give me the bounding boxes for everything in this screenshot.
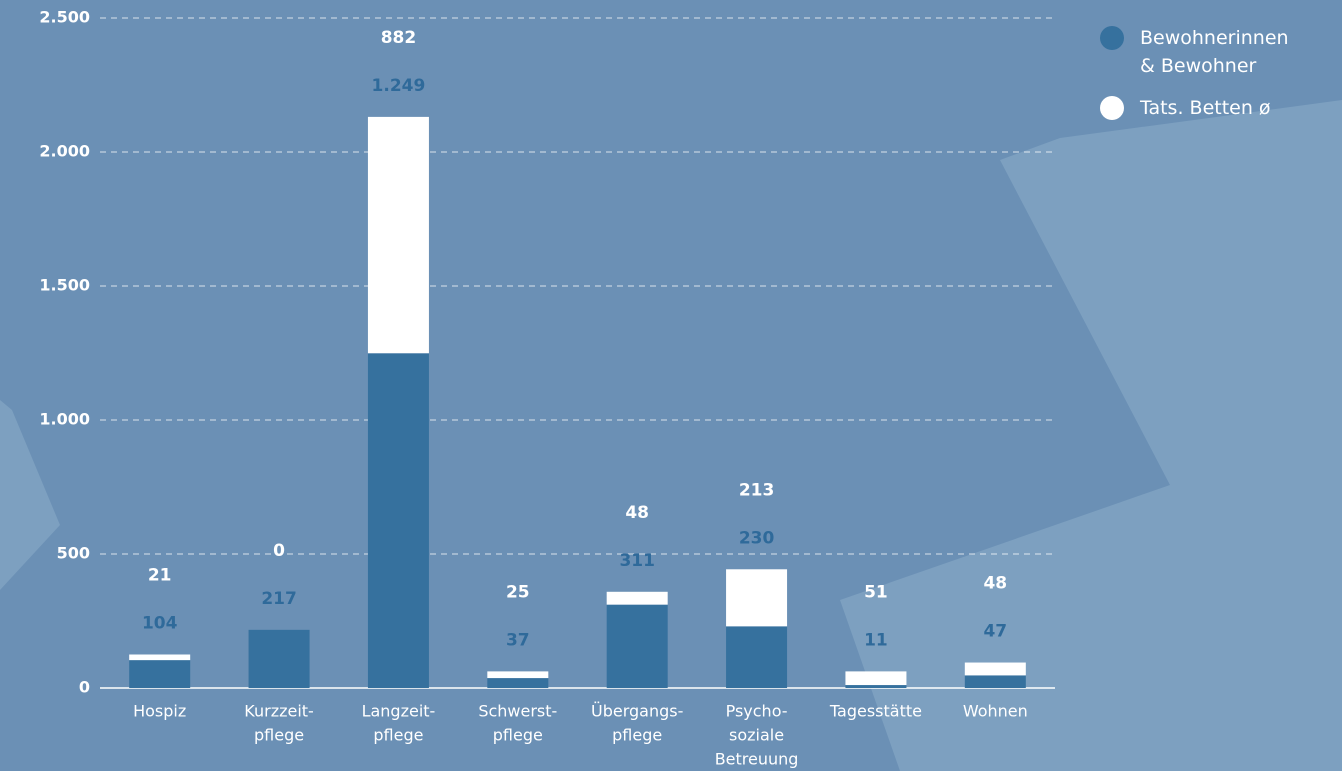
value-label: 25: [506, 582, 530, 602]
value-label: 217: [261, 589, 297, 609]
bar-segment: [606, 591, 668, 605]
legend-swatch: [1100, 26, 1124, 50]
value-label: 882: [381, 28, 417, 48]
background-shape: [840, 100, 1342, 771]
bar-segment: [964, 662, 1026, 676]
x-tick-label: Tagesstätte: [829, 702, 922, 721]
y-tick-label: 2.000: [39, 142, 90, 161]
x-tick-label: Langzeit-: [362, 702, 436, 721]
value-label: 48: [625, 503, 649, 523]
bar-segment: [845, 671, 907, 686]
value-label: 47: [983, 622, 1007, 642]
y-tick-label: 1.500: [39, 276, 90, 295]
x-tick-label: soziale: [729, 726, 784, 745]
bar-segment: [726, 626, 788, 688]
x-tick-label: Wohnen: [963, 702, 1028, 721]
legend: Bewohnerinnen & Bewohner Tats. Betten ø: [1100, 24, 1289, 136]
x-tick-label: Schwerst-: [478, 702, 557, 721]
bar-segment: [129, 660, 191, 688]
value-label: 230: [739, 528, 775, 548]
value-label: 51: [864, 582, 888, 602]
value-label: 213: [739, 480, 775, 500]
legend-label: Tats. Betten ø: [1140, 97, 1271, 119]
y-tick-label: 0: [79, 678, 90, 697]
y-tick-label: 500: [57, 544, 90, 563]
x-tick-label: Übergangs-: [591, 702, 683, 721]
value-label: 21: [148, 566, 172, 586]
x-tick-label: Kurzzeit-: [244, 702, 314, 721]
bar-segment: [248, 629, 310, 688]
bar-segment: [964, 675, 1026, 688]
value-label: 311: [619, 551, 655, 571]
bar-segment: [726, 569, 788, 627]
value-label: 37: [506, 630, 530, 650]
legend-item: Bewohnerinnen & Bewohner: [1100, 24, 1289, 80]
value-label: 104: [142, 614, 178, 634]
value-label: 0: [273, 541, 285, 561]
bar-segment: [487, 678, 549, 688]
legend-swatch: [1100, 96, 1124, 120]
bar-segment: [845, 685, 907, 688]
bar-segment: [606, 604, 668, 688]
value-label: 1.249: [372, 76, 426, 96]
legend-label: Bewohnerinnen & Bewohner: [1140, 27, 1289, 77]
x-tick-label: pflege: [612, 726, 662, 745]
bar-segment: [487, 671, 549, 679]
x-tick-label: pflege: [493, 726, 543, 745]
value-label: 11: [864, 630, 888, 650]
x-tick-label: pflege: [254, 726, 304, 745]
x-tick-label: Betreuung: [715, 750, 799, 769]
y-tick-label: 2.500: [39, 8, 90, 27]
bar-segment: [129, 654, 191, 661]
bar-segment: [367, 116, 429, 354]
x-tick-label: Psycho-: [726, 702, 788, 721]
x-tick-label: Hospiz: [133, 702, 186, 721]
legend-item: Tats. Betten ø: [1100, 94, 1280, 122]
value-label: 48: [983, 574, 1007, 594]
x-tick-label: pflege: [373, 726, 423, 745]
y-tick-label: 1.000: [39, 410, 90, 429]
bar-segment: [367, 353, 429, 688]
background-shape: [0, 400, 60, 590]
